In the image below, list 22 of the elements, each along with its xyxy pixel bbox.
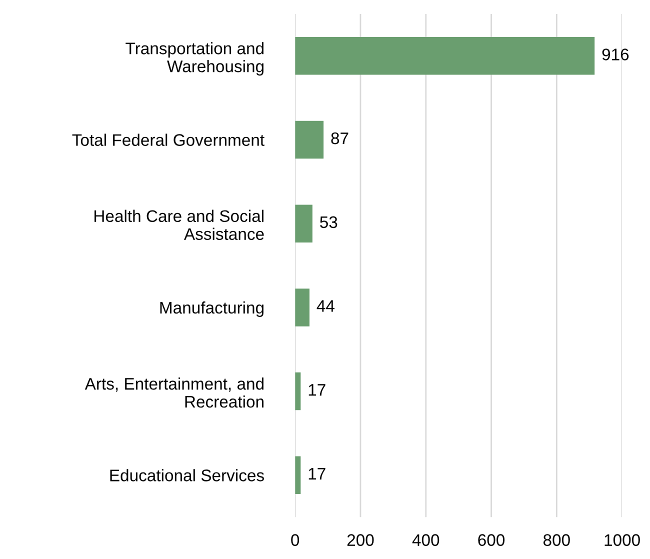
bar (295, 37, 595, 75)
y-tick-label: Total Federal Government (72, 134, 264, 146)
bar (295, 288, 310, 326)
x-tick-label: 0 (291, 534, 300, 546)
data-label: 44 (316, 300, 334, 312)
data-label: 53 (320, 216, 338, 228)
data-label: 916 (602, 48, 629, 60)
y-tick-label: Educational Services (110, 469, 264, 482)
x-tick-label: 1000 (604, 534, 640, 546)
x-tick-label: 400 (412, 534, 440, 546)
x-tick-label: 800 (543, 534, 570, 546)
y-tick-label: Transportation and Warehousing (126, 42, 264, 76)
y-tick-label: Health Care and Social Assistance (94, 210, 264, 240)
data-label: 17 (308, 384, 326, 396)
bar (295, 120, 324, 159)
y-tick-label: Arts, Entertainment, and Recreation (84, 377, 264, 408)
data-label: 87 (331, 132, 348, 144)
y-tick-label: Manufacturing (160, 301, 264, 317)
x-tick-label: 600 (478, 534, 505, 546)
x-tick-label: 200 (347, 534, 374, 546)
data-label: 17 (308, 468, 326, 480)
bar (295, 204, 312, 242)
